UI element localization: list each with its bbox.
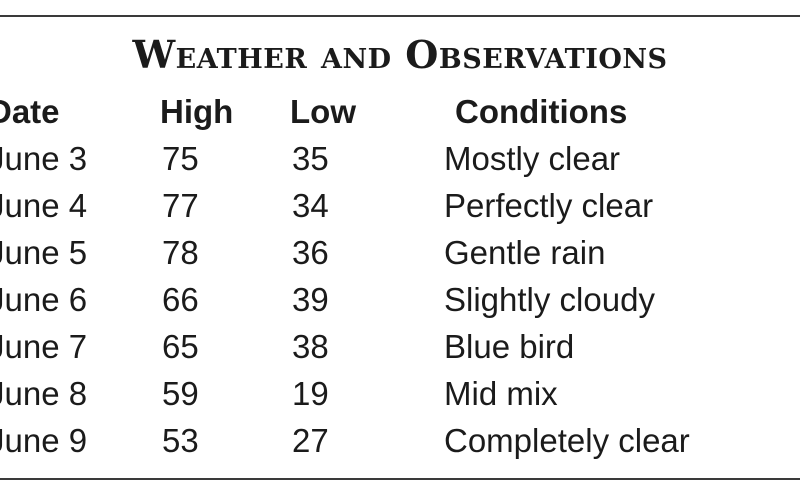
table-row: June 9 53 27 Completely clear bbox=[0, 417, 800, 464]
column-header-high: High bbox=[160, 93, 234, 130]
date-cell: June 6 bbox=[0, 281, 88, 318]
table-row: June 8 59 19 Mid mix bbox=[0, 370, 800, 417]
low-cell: 34 bbox=[292, 187, 329, 224]
conditions-cell: Perfectly clear bbox=[444, 187, 654, 224]
low-cell: 38 bbox=[292, 328, 329, 365]
low-cell: 39 bbox=[292, 281, 329, 318]
conditions-cell: Gentle rain bbox=[444, 234, 606, 271]
date-cell: June 5 bbox=[0, 234, 88, 271]
conditions-cell: Blue bird bbox=[444, 328, 575, 365]
conditions-cell: Mostly clear bbox=[444, 140, 621, 177]
high-cell: 77 bbox=[162, 187, 199, 224]
low-cell: 36 bbox=[292, 234, 329, 271]
bottom-rule bbox=[0, 478, 800, 480]
high-cell: 59 bbox=[162, 375, 199, 412]
top-rule bbox=[0, 15, 800, 17]
low-cell: 19 bbox=[292, 375, 329, 412]
table-row: June 3 75 35 Mostly clear bbox=[0, 135, 800, 182]
column-header-conditions: Conditions bbox=[455, 93, 628, 130]
date-cell: June 7 bbox=[0, 328, 88, 365]
conditions-cell: Mid mix bbox=[444, 375, 558, 412]
table-row: June 4 77 34 Perfectly clear bbox=[0, 182, 800, 229]
conditions-cell: Slightly cloudy bbox=[444, 281, 655, 318]
weather-table: Date High Low Conditions June 3 75 35 Mo… bbox=[0, 88, 800, 464]
low-cell: 27 bbox=[292, 422, 329, 459]
high-cell: 75 bbox=[162, 140, 199, 177]
date-cell: June 3 bbox=[0, 140, 88, 177]
table-row: June 7 65 38 Blue bird bbox=[0, 323, 800, 370]
table-header-row: Date High Low Conditions bbox=[0, 88, 800, 135]
column-header-date: Date bbox=[0, 93, 60, 130]
date-cell: June 9 bbox=[0, 422, 88, 459]
high-cell: 78 bbox=[162, 234, 199, 271]
column-header-low: Low bbox=[290, 93, 356, 130]
date-cell: June 4 bbox=[0, 187, 88, 224]
table-title: Weather and Observations bbox=[132, 32, 668, 77]
table-row: June 6 66 39 Slightly cloudy bbox=[0, 276, 800, 323]
high-cell: 65 bbox=[162, 328, 199, 365]
high-cell: 53 bbox=[162, 422, 199, 459]
conditions-cell: Completely clear bbox=[444, 422, 690, 459]
low-cell: 35 bbox=[292, 140, 329, 177]
table-row: June 5 78 36 Gentle rain bbox=[0, 229, 800, 276]
date-cell: June 8 bbox=[0, 375, 88, 412]
high-cell: 66 bbox=[162, 281, 199, 318]
